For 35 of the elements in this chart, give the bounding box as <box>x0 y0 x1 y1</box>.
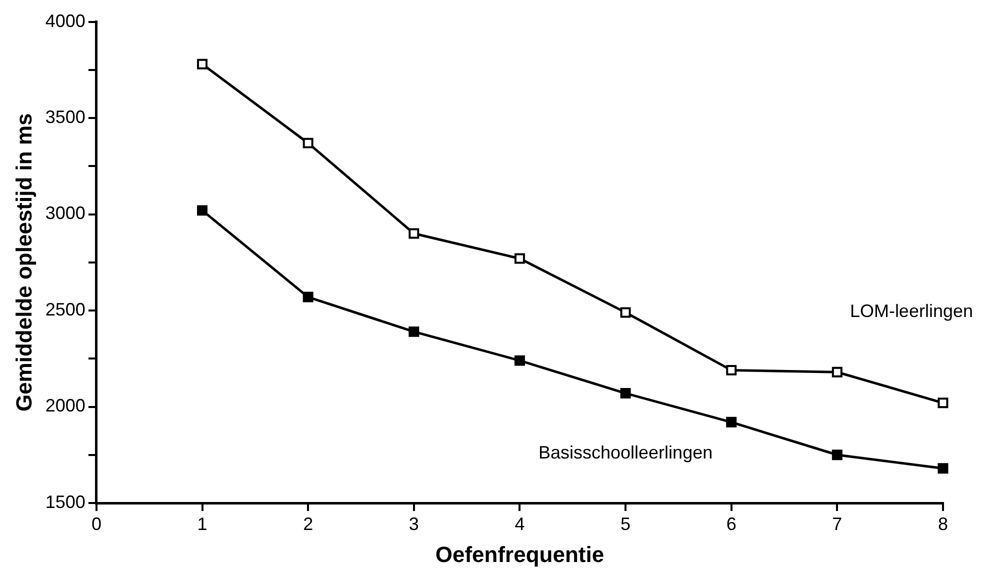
y-axis-title: Gemiddelde opleestijd in ms <box>11 113 36 412</box>
point <box>514 253 525 264</box>
point <box>197 205 208 216</box>
point <box>514 355 525 366</box>
point <box>620 307 631 318</box>
point <box>197 58 208 70</box>
y-tick-label: 1500 <box>45 492 86 512</box>
point <box>408 228 420 239</box>
x-tick-label: 1 <box>197 514 208 534</box>
x-tick-label: 6 <box>726 514 736 534</box>
x-tick-label: 0 <box>91 514 102 534</box>
text: LOM-leerlingen <box>850 301 973 322</box>
point <box>726 416 737 428</box>
x-tick-label: 2 <box>303 514 314 534</box>
x-tick-label: 5 <box>620 514 631 534</box>
point <box>302 292 314 302</box>
point <box>938 463 948 474</box>
y-tick-label: 2500 <box>45 299 86 320</box>
x-tick-label: 8 <box>938 514 948 534</box>
point <box>938 398 948 408</box>
point <box>408 326 420 337</box>
point <box>726 364 737 376</box>
y-tick-label: 3500 <box>45 107 86 128</box>
series-label: Basisschoolleerlingen <box>538 442 713 462</box>
y-tick-label: 3000 <box>45 203 86 224</box>
y-tick-label: 4000 <box>45 10 86 31</box>
point <box>620 388 631 399</box>
point <box>832 366 842 378</box>
x-tick-label: 7 <box>832 514 842 534</box>
x-axis-title: Oefenfrequentie <box>435 542 604 567</box>
point <box>302 138 314 148</box>
point <box>832 450 842 460</box>
x-tick-label: 4 <box>514 514 525 534</box>
y-tick-label: 2000 <box>45 396 86 416</box>
x-tick-label: 3 <box>408 514 419 534</box>
